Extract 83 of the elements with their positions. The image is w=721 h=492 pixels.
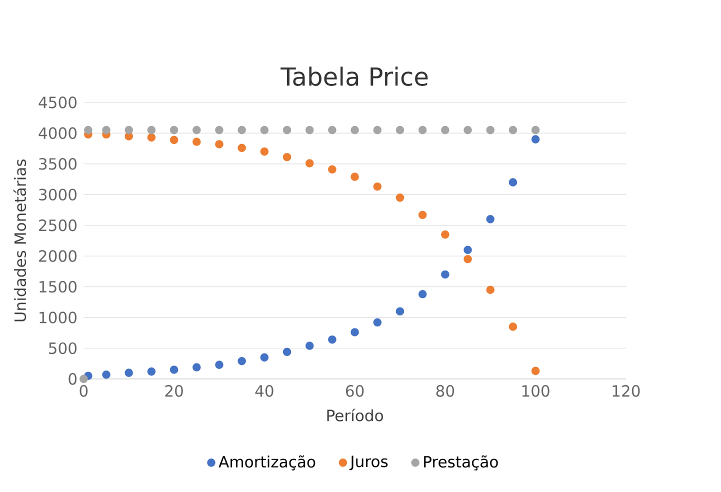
point [192, 126, 201, 134]
point [418, 126, 427, 134]
point [238, 356, 246, 366]
x-tick-label: 40 [255, 384, 274, 397]
legend-label: Juros [349, 456, 388, 470]
point [147, 133, 156, 142]
y-axis-title: Unidades Monetárias [13, 159, 26, 322]
y-tick-label: 2000 [39, 250, 77, 262]
point [418, 290, 427, 298]
point [170, 136, 178, 144]
point [350, 328, 359, 336]
y-tick-label: 3500 [39, 158, 77, 170]
point [238, 126, 246, 134]
point [508, 178, 518, 186]
point [282, 348, 292, 356]
x-axis-title: Período [327, 408, 383, 422]
point [464, 254, 472, 264]
x-tick-label: 120 [612, 384, 640, 397]
point [418, 210, 427, 219]
point [464, 246, 472, 254]
point [124, 368, 134, 377]
point [328, 165, 336, 174]
point [192, 363, 201, 372]
y-tick-label: 2500 [39, 219, 77, 232]
point [147, 126, 156, 134]
point [215, 126, 224, 134]
point [260, 126, 269, 134]
legend-label: Prestação [424, 455, 498, 470]
point [260, 147, 269, 156]
point [80, 374, 88, 384]
point [328, 335, 336, 344]
y-tick-label: 0 [68, 372, 77, 385]
point [486, 126, 495, 134]
point [328, 126, 336, 134]
point [170, 366, 178, 374]
point [508, 126, 518, 134]
x-tick-label: 60 [346, 384, 364, 397]
point [441, 270, 450, 279]
point [147, 367, 156, 376]
point [396, 193, 404, 202]
point [260, 353, 269, 362]
point [441, 126, 450, 134]
point [124, 126, 134, 134]
point [170, 126, 178, 134]
point [373, 126, 382, 134]
y-tick-label: 4500 [38, 96, 77, 108]
point [102, 370, 110, 379]
point [531, 126, 540, 134]
chart-title: Tabela Price [280, 66, 428, 86]
x-tick-label: 0 [80, 384, 88, 397]
point [350, 126, 359, 134]
y-tick-label: 1500 [40, 280, 77, 293]
point [215, 360, 224, 369]
point [531, 135, 540, 144]
legend-label: Amortização [218, 455, 316, 470]
point [486, 214, 495, 224]
point [102, 126, 110, 134]
point [84, 126, 92, 134]
x-tick-label: 80 [436, 384, 454, 397]
point [396, 126, 404, 134]
y-tick-label: 4000 [38, 127, 77, 139]
point [396, 307, 404, 316]
point [305, 159, 314, 168]
y-tick-label: 500 [49, 342, 77, 354]
point [238, 144, 246, 152]
point [282, 126, 292, 134]
point [305, 126, 314, 134]
x-tick-label: 20 [165, 384, 183, 397]
point [508, 322, 518, 331]
point [464, 126, 472, 134]
point [350, 172, 359, 181]
point [373, 182, 382, 191]
point [192, 138, 201, 146]
point [486, 286, 495, 294]
point [373, 318, 382, 326]
y-tick-label: 3000 [39, 188, 77, 200]
y-tick-label: 1000 [40, 312, 77, 324]
point [531, 366, 540, 376]
point [215, 140, 224, 148]
point [282, 152, 292, 162]
point [305, 342, 314, 350]
x-tick-label: 100 [522, 384, 550, 397]
point [441, 230, 450, 239]
